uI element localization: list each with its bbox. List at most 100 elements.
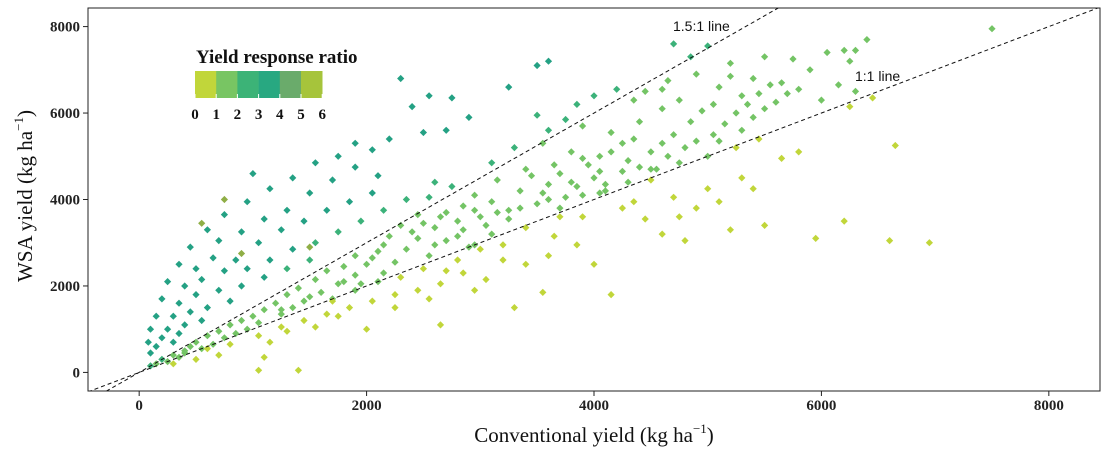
data-point	[641, 87, 649, 95]
data-point	[795, 85, 803, 93]
data-point	[209, 254, 217, 262]
data-point	[442, 208, 450, 217]
data-point	[419, 265, 427, 273]
data-point	[323, 310, 331, 318]
data-point	[397, 221, 405, 229]
data-point	[351, 271, 359, 279]
data-point	[476, 245, 484, 253]
data-point	[579, 191, 587, 199]
data-point	[215, 286, 223, 294]
data-point	[539, 288, 547, 296]
data-point	[505, 83, 513, 91]
data-point	[448, 94, 456, 102]
data-point	[505, 215, 513, 223]
data-point	[203, 345, 211, 353]
data-point	[647, 148, 655, 156]
data-point	[988, 25, 996, 33]
data-point	[164, 278, 172, 286]
data-point	[289, 245, 297, 253]
data-point	[658, 105, 666, 113]
data-point	[567, 178, 575, 186]
data-point	[516, 187, 524, 195]
data-point	[766, 81, 774, 89]
data-point	[596, 167, 604, 175]
data-point	[761, 221, 769, 229]
y-tick-label: 4000	[50, 193, 80, 209]
data-point	[459, 226, 467, 234]
data-point	[522, 165, 530, 173]
data-point	[704, 42, 712, 50]
data-point	[237, 249, 246, 258]
data-point	[311, 239, 319, 247]
data-point	[482, 275, 490, 284]
data-point	[544, 252, 553, 260]
data-point	[471, 191, 479, 199]
data-point	[590, 92, 598, 100]
x-tick-label: 4000	[579, 398, 609, 414]
data-point	[328, 176, 337, 184]
data-point	[755, 90, 763, 98]
data-point	[579, 122, 587, 130]
data-point	[289, 174, 297, 182]
data-point	[749, 113, 757, 121]
data-point	[641, 215, 649, 223]
data-point	[249, 312, 257, 320]
data-point	[755, 135, 763, 143]
data-point	[687, 53, 695, 61]
data-point	[516, 204, 524, 212]
data-point	[232, 256, 240, 264]
data-point	[220, 211, 228, 219]
data-point	[380, 206, 388, 214]
data-point	[283, 265, 291, 273]
data-point	[618, 139, 626, 147]
data-point	[220, 334, 228, 342]
data-point	[510, 304, 518, 312]
data-point	[243, 265, 251, 273]
data-point	[419, 128, 427, 137]
data-point	[812, 234, 820, 242]
data-point	[579, 213, 587, 221]
data-point	[778, 154, 786, 162]
data-point	[311, 275, 319, 284]
data-point	[664, 152, 672, 160]
data-point	[533, 111, 541, 119]
data-point	[556, 170, 564, 178]
data-point	[232, 329, 240, 338]
data-point	[220, 195, 228, 204]
data-point	[419, 219, 427, 227]
data-point	[544, 57, 553, 65]
data-point	[340, 278, 348, 286]
data-point	[294, 366, 302, 374]
data-point	[414, 211, 422, 219]
data-point	[249, 170, 257, 178]
data-point	[670, 131, 678, 139]
data-point	[630, 198, 638, 206]
data-point	[601, 187, 609, 195]
data-point	[323, 267, 331, 275]
data-point	[709, 131, 717, 139]
data-point	[363, 325, 371, 333]
data-point	[368, 189, 376, 197]
data-point	[869, 94, 877, 102]
points-layer	[144, 25, 996, 374]
data-point	[715, 198, 723, 206]
data-point	[255, 319, 263, 327]
data-point	[573, 241, 581, 249]
one-to-one-line	[88, 8, 1100, 391]
data-point	[272, 299, 280, 307]
legend-label: 1	[212, 107, 220, 123]
data-point	[658, 85, 666, 93]
data-point	[772, 98, 780, 106]
y-tick-label: 8000	[50, 20, 80, 36]
data-point	[522, 224, 530, 232]
data-point	[300, 316, 308, 325]
legend-label: 6	[318, 107, 326, 123]
data-point	[255, 239, 263, 247]
data-point	[556, 204, 564, 212]
data-point	[550, 232, 558, 240]
data-point	[266, 338, 274, 346]
data-point	[368, 146, 376, 154]
x-tick-label: 6000	[806, 398, 836, 414]
data-point	[505, 206, 513, 214]
data-point	[380, 269, 388, 277]
